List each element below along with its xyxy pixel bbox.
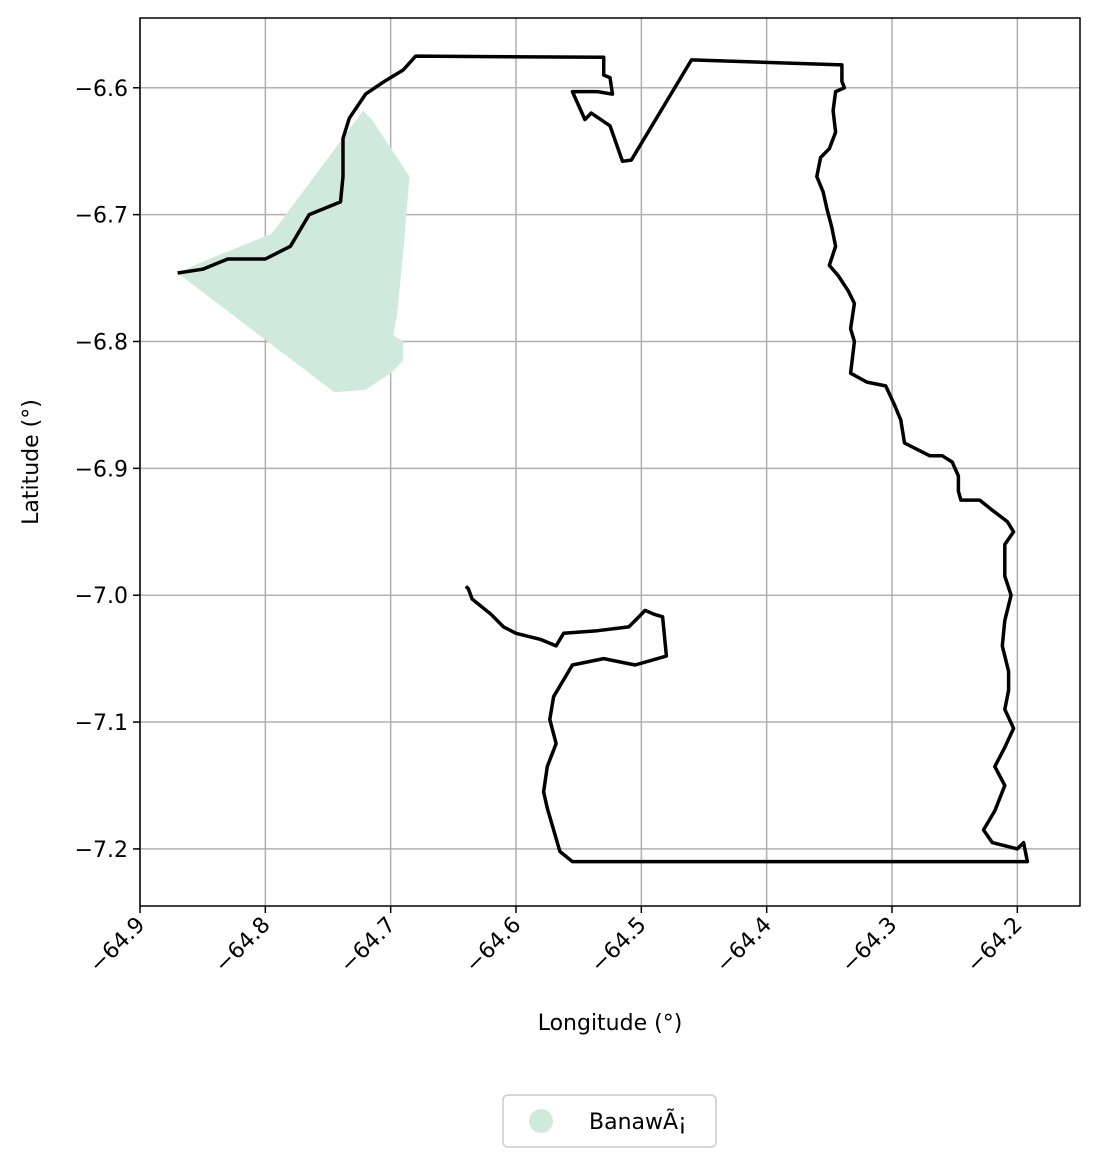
municipality-boundary bbox=[177, 54, 1030, 864]
x-tick-label: −64.9 bbox=[85, 913, 150, 978]
legend-box bbox=[502, 1094, 717, 1148]
y-tick-label: −6.6 bbox=[75, 77, 128, 102]
y-tick-label: −7.2 bbox=[75, 838, 128, 863]
y-tick-label: −6.9 bbox=[75, 457, 128, 482]
x-tick-label: −64.4 bbox=[712, 913, 777, 978]
y-tick-label: −6.7 bbox=[75, 204, 128, 229]
banawa-region bbox=[177, 110, 410, 393]
y-tick-label: −7.1 bbox=[75, 711, 128, 736]
legend-marker bbox=[529, 1109, 553, 1133]
x-axis-ticks: −64.9 −64.8 −64.7 −64.6 −64.5 −64.4 −64.3 −64.2 bbox=[85, 906, 1028, 978]
x-tick-label: −64.6 bbox=[461, 913, 526, 978]
x-tick-label: −64.3 bbox=[837, 913, 902, 978]
x-tick-label: −64.5 bbox=[586, 913, 651, 978]
y-axis-title: Latitude (°) bbox=[19, 399, 44, 525]
x-axis-title: Longitude (°) bbox=[538, 1011, 683, 1036]
x-tick-label: −64.8 bbox=[210, 913, 275, 978]
x-tick-label: −64.2 bbox=[962, 913, 1027, 978]
y-axis-ticks: −6.6 −6.7 −6.8 −6.9 −7.0 −7.1 −7.2 bbox=[75, 77, 140, 863]
y-tick-label: −6.8 bbox=[75, 330, 128, 355]
legend-label: BanawÃ¡ bbox=[589, 1108, 687, 1135]
plot-frame bbox=[139, 17, 1081, 907]
legend: BanawÃ¡ bbox=[502, 1094, 717, 1148]
y-tick-label: −7.0 bbox=[75, 584, 128, 609]
gridlines bbox=[139, 18, 1080, 906]
x-tick-label: −64.7 bbox=[336, 913, 401, 978]
